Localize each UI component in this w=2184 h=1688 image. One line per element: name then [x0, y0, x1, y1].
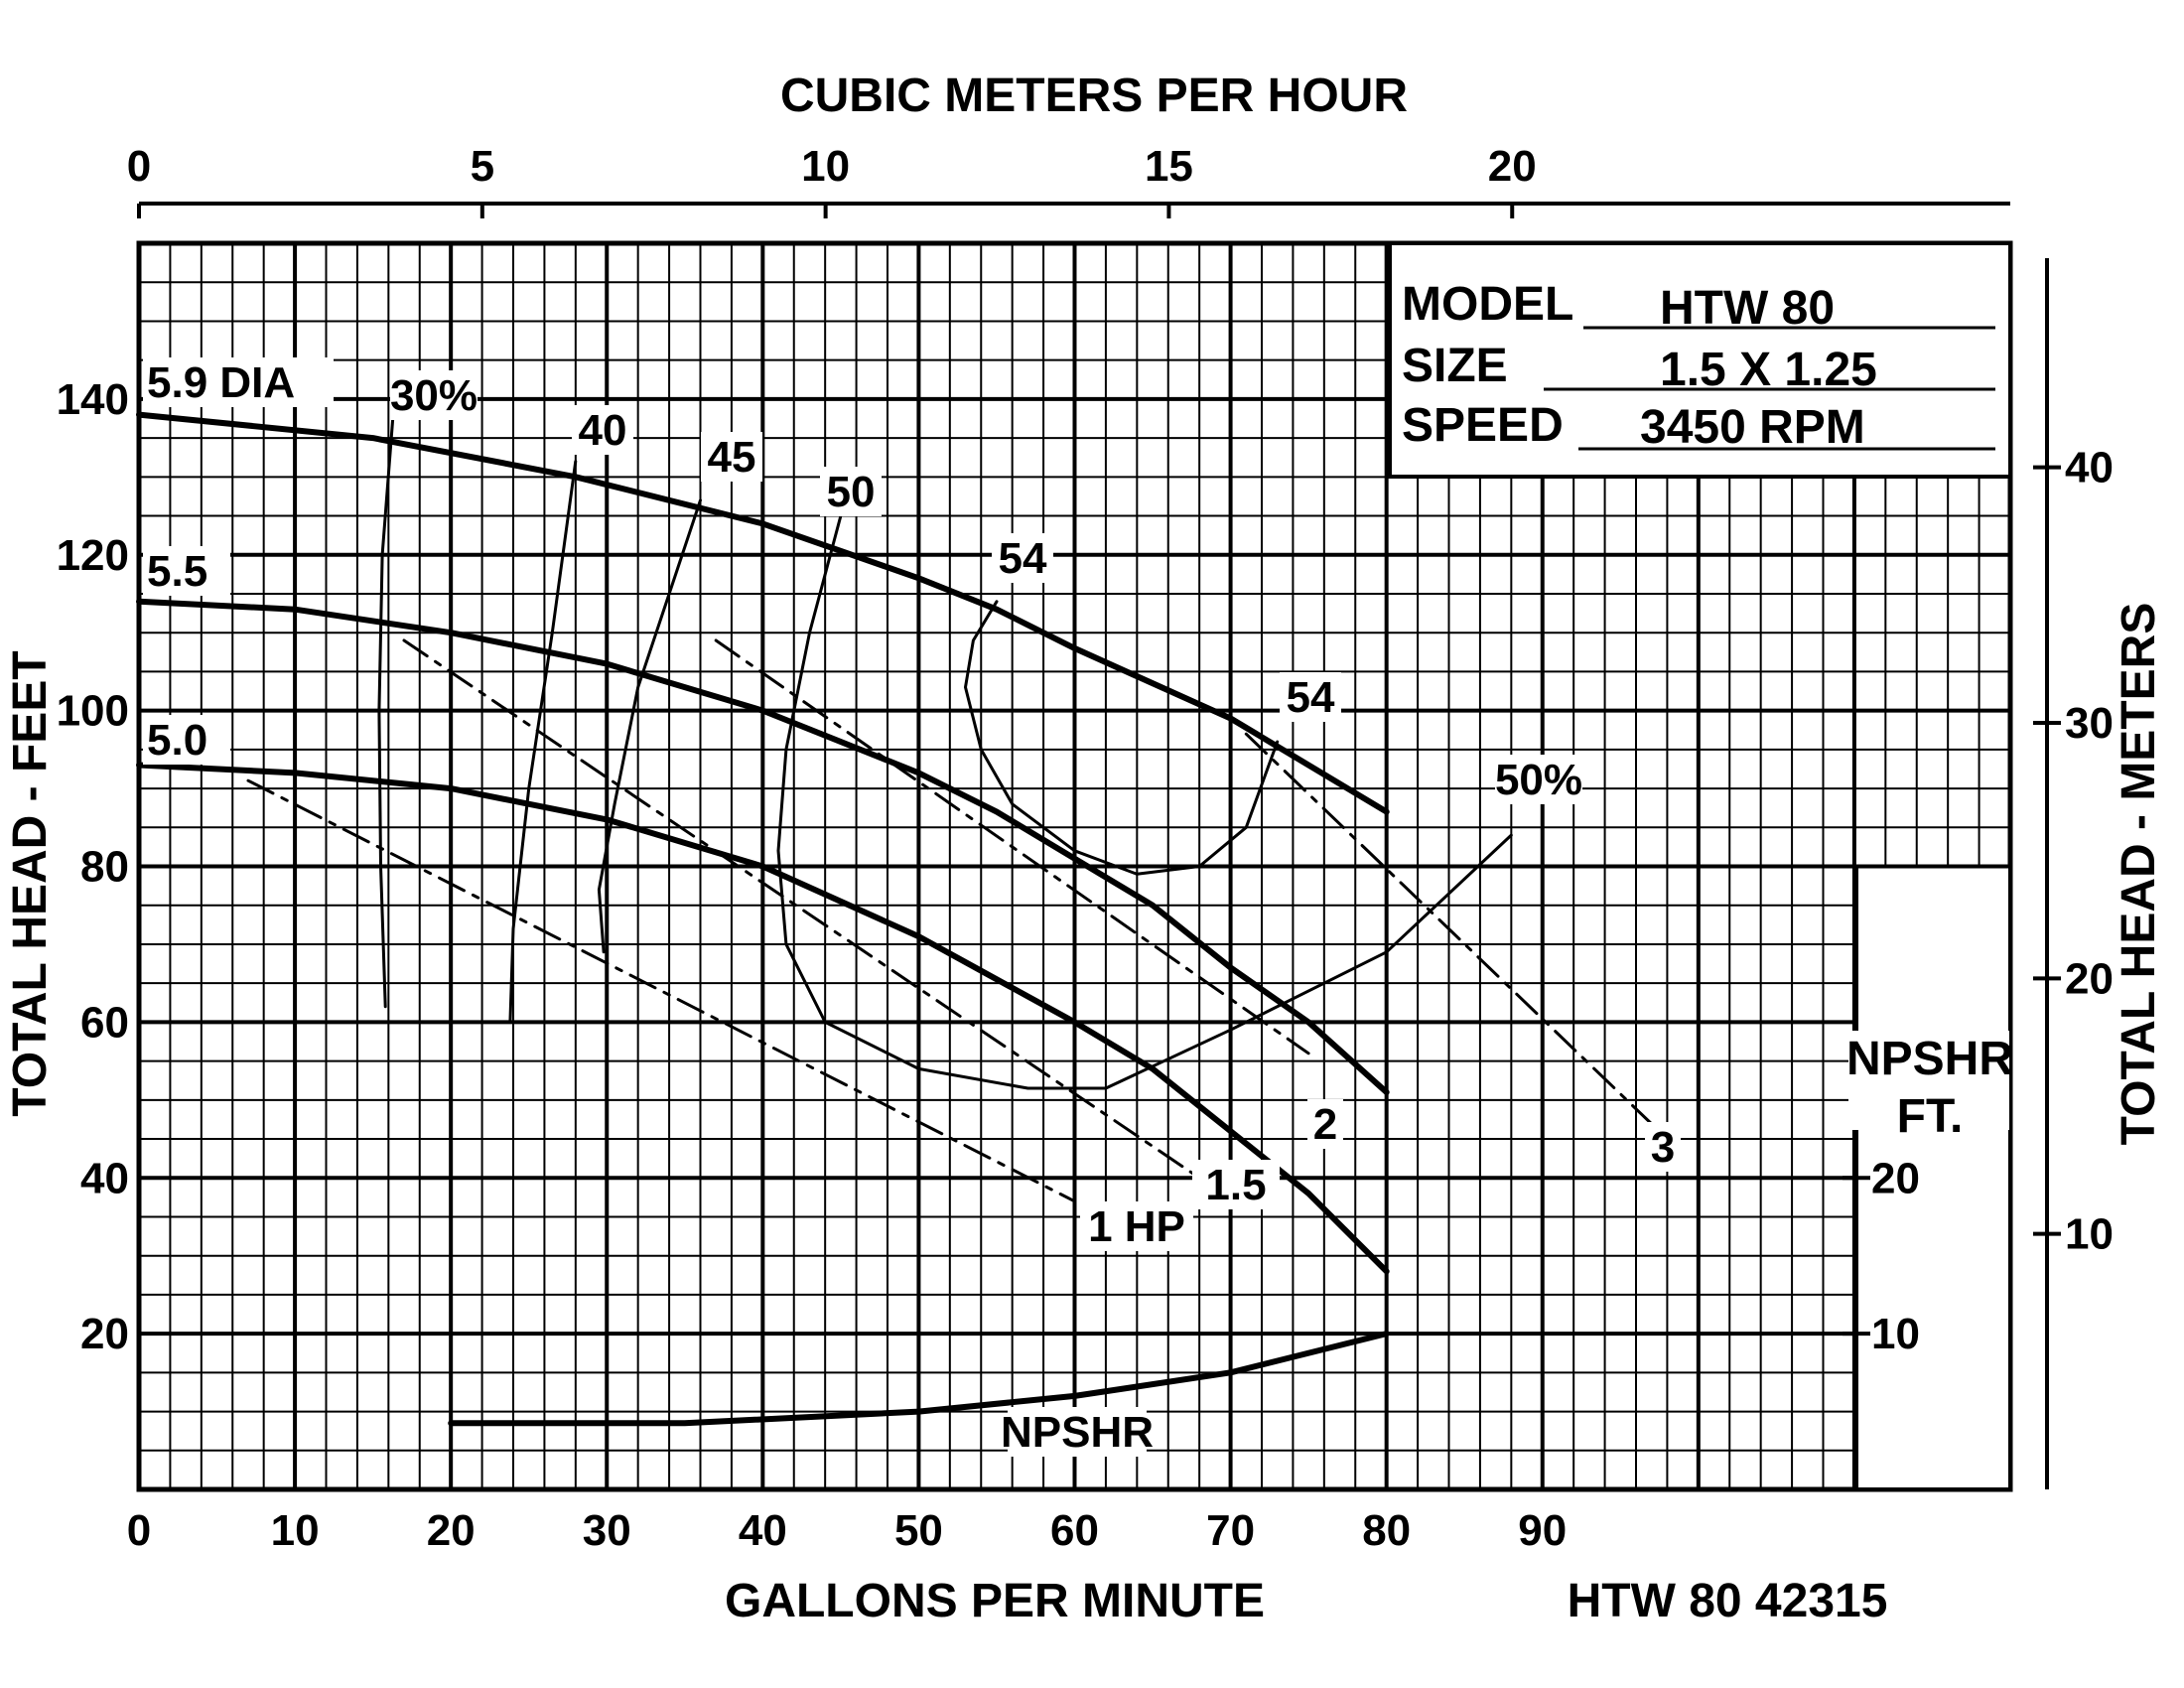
series-40-label: 40: [579, 406, 627, 455]
x-tick-label: 70: [1206, 1506, 1255, 1555]
labels-layer: 5.9 DIA 5.5 5.0 NPSHR 1 HP 1.5 2 3 30% 40 45 50 54 50…: [143, 357, 1681, 1457]
npshr-panel: [1854, 864, 2012, 1491]
y2-tick-label: 30: [2065, 699, 2114, 748]
series-5-5-label: 5.5: [147, 547, 207, 596]
series-1-5-line: [402, 638, 1201, 1180]
series-5-9-dia-line: [136, 411, 1390, 815]
npshr-axis-title-2: FT.: [1897, 1090, 1964, 1143]
series-50-label-bg: [820, 467, 882, 516]
x2-tick-label: 15: [1145, 142, 1193, 191]
series-5-5-line: [136, 598, 1390, 1095]
x-tick-label: 80: [1362, 1506, 1411, 1555]
chart-frame: [136, 240, 2013, 1492]
y-tick-label: 100: [57, 687, 129, 736]
y2-tick-label: 20: [2065, 954, 2114, 1003]
series-2-line: [714, 638, 1310, 1055]
x2-tick-label: 10: [801, 142, 850, 191]
series-30-label-bg: [390, 370, 478, 420]
npshr-axis-title-1: NPSHR: [1846, 1033, 2013, 1085]
series-50-end-label: 50%: [1495, 756, 1582, 804]
y-tick-label: 40: [80, 1154, 129, 1202]
series-45-line: [597, 498, 702, 954]
annotation-54-label-bg: [1280, 672, 1341, 722]
series-1-hp-line: [246, 778, 1076, 1203]
npshr-tick-label: 10: [1871, 1310, 1920, 1358]
series-1-hp-label-bg: [1080, 1201, 1193, 1251]
info-speed-label: SPEED: [1402, 399, 1564, 452]
y-tick-label: 140: [57, 375, 129, 424]
series-54-label: 54: [999, 534, 1047, 583]
series-40-line: [508, 460, 578, 1024]
x-tick-label: 30: [583, 1506, 631, 1555]
series-2-label-bg: [1307, 1099, 1343, 1149]
series-50-end-label-bg: [1495, 755, 1582, 804]
series-5-0-label: 5.0: [147, 716, 207, 765]
x-tick-label: 50: [894, 1506, 943, 1555]
series-30-line: [377, 413, 395, 1009]
series-1-5-label: 1.5: [1205, 1161, 1266, 1209]
series-3-label: 3: [1651, 1123, 1675, 1172]
series-5-9-dia-label-bg: [143, 357, 334, 407]
y2-tick-label: 40: [2065, 444, 2114, 492]
npshr-axis-title-bg: [1848, 1031, 2009, 1130]
info-box: [1388, 241, 2012, 479]
y-tick-label: 20: [80, 1310, 129, 1358]
series-1-5-label-bg: [1192, 1160, 1280, 1209]
series-45-label-bg: [701, 432, 762, 482]
x2-tick-label: 0: [127, 142, 151, 191]
y2-tick-label: 10: [2065, 1210, 2114, 1259]
series-npshr-line: [448, 1331, 1390, 1427]
series-40-label-bg: [572, 405, 633, 455]
series-45-label: 45: [708, 433, 756, 482]
y2-axis-title: TOTAL HEAD - METERS: [2113, 603, 2165, 1146]
series-3-line: [1244, 732, 1669, 1141]
axis-ticks: 0 10 20 30 40 50 60 70 80 90 20 40 60 80 100 120 140 0 5 10…: [57, 142, 2114, 1555]
x-tick-label: 60: [1050, 1506, 1099, 1555]
x2-axis-title: CUBIC METERS PER HOUR: [780, 70, 1408, 122]
series-5-0-label-bg: [143, 715, 230, 765]
y-axis-title: TOTAL HEAD - FEET: [4, 650, 57, 1116]
x-tick-label: 10: [271, 1506, 320, 1555]
series-npshr-label-bg: [1008, 1407, 1147, 1457]
series-layer: [136, 411, 1669, 1427]
annotation-54-label: 54: [1287, 673, 1335, 722]
x-tick-label: 20: [427, 1506, 476, 1555]
series-3-label-bg: [1645, 1122, 1681, 1172]
series-npshr-label: NPSHR: [1001, 1408, 1154, 1457]
x-axis-title: GALLONS PER MINUTE: [725, 1575, 1265, 1627]
y-tick-label: 80: [80, 843, 129, 892]
series-54-line: [964, 600, 1280, 876]
y-tick-label: 120: [57, 531, 129, 580]
info-model-value: HTW 80: [1660, 282, 1835, 335]
npshr-tick-label: 20: [1871, 1154, 1920, 1202]
x-tick-label: 90: [1518, 1506, 1567, 1555]
x2-tick-label: 5: [471, 142, 494, 191]
series-50-line: [776, 514, 1513, 1090]
series-54-label-bg: [992, 533, 1053, 583]
series-5-0-line: [136, 762, 1390, 1275]
series-2-label: 2: [1313, 1100, 1337, 1149]
x-tick-label: 0: [127, 1506, 151, 1555]
info-speed-value: 3450 RPM: [1640, 401, 1865, 454]
info-model-label: MODEL: [1402, 278, 1573, 331]
footer-code: HTW 80 42315: [1568, 1575, 1888, 1627]
series-5-9-dia-label: 5.9 DIA: [147, 358, 295, 407]
x2-tick-label: 20: [1488, 142, 1537, 191]
info-size-value: 1.5 X 1.25: [1660, 344, 1877, 396]
series-50-label: 50: [827, 468, 876, 516]
series-30-label: 30%: [390, 371, 478, 420]
y-tick-label: 60: [80, 998, 129, 1047]
x-tick-label: 40: [739, 1506, 787, 1555]
info-size-label: SIZE: [1402, 340, 1508, 392]
series-5-5-label-bg: [143, 546, 230, 596]
series-1-hp-label: 1 HP: [1088, 1202, 1185, 1251]
